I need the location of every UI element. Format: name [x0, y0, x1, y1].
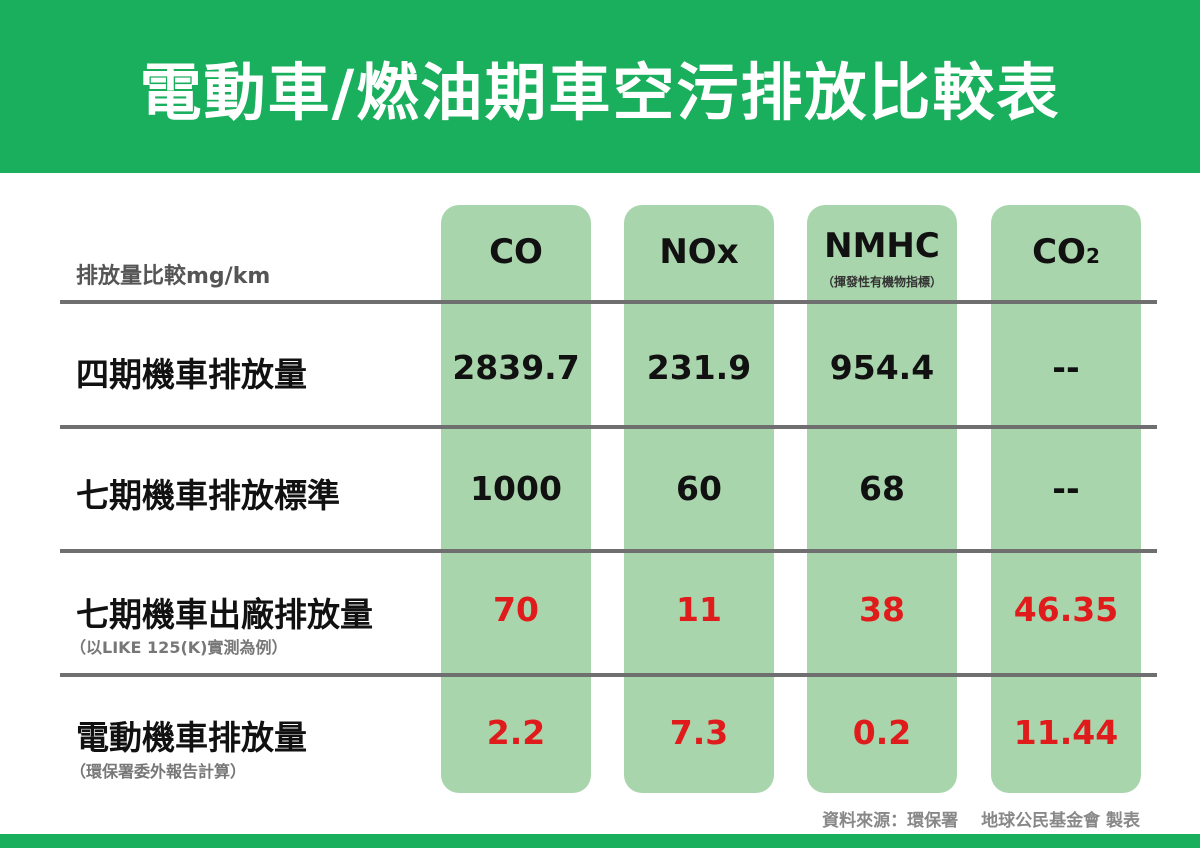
co2-label: CO [1032, 232, 1086, 272]
divider-line [60, 425, 1157, 429]
column-header-nox: NOx [659, 232, 739, 272]
divider-line [60, 300, 1157, 304]
co2-subscript: 2 [1085, 244, 1100, 268]
table-cell: 1000 [470, 469, 562, 508]
row-label: 電動機車排放量 [76, 718, 307, 757]
table-cell: 11.44 [1013, 713, 1119, 752]
table-cell: 0.2 [852, 713, 912, 752]
table-cell: 954.4 [829, 348, 935, 387]
divider-line [60, 549, 1157, 553]
table-cell: 46.35 [1013, 590, 1119, 629]
row-label: 七期機車出廠排放量 [76, 595, 373, 634]
column-header-nmhc: NMHC [824, 226, 940, 266]
footer-bar [0, 834, 1200, 848]
column-header-co2: CO2 [991, 232, 1141, 272]
row-note: （環保署委外報告計算） [70, 762, 247, 781]
table-cell: -- [1052, 348, 1080, 387]
column-subheader-nmhc: （揮發性有機物指標） [821, 275, 942, 289]
title-banner: 電動車/燃油期車空污排放比較表 [0, 0, 1200, 173]
divider-line [60, 673, 1157, 677]
table-cell: 70 [493, 590, 539, 629]
table-cell: 38 [859, 590, 905, 629]
table-cell: 231.9 [646, 348, 752, 387]
table-cell: 2839.7 [452, 348, 580, 387]
page-title: 電動車/燃油期車空污排放比較表 [139, 55, 1061, 129]
unit-label: 排放量比較mg/km [76, 264, 271, 289]
row-note: （以LIKE 125(K)實測為例） [70, 638, 288, 657]
table-cell: 68 [859, 469, 905, 508]
table-cell: 11 [676, 590, 722, 629]
source-credit: 資料來源：環保署 地球公民基金會 製表 [822, 811, 1140, 831]
row-label: 四期機車排放量 [76, 355, 307, 394]
table-cell: -- [1052, 469, 1080, 508]
table-cell: 7.3 [669, 713, 729, 752]
row-label: 七期機車排放標準 [76, 476, 340, 515]
table-cell: 2.2 [486, 713, 546, 752]
table-cell: 60 [676, 469, 722, 508]
column-header-co: CO [489, 232, 543, 272]
